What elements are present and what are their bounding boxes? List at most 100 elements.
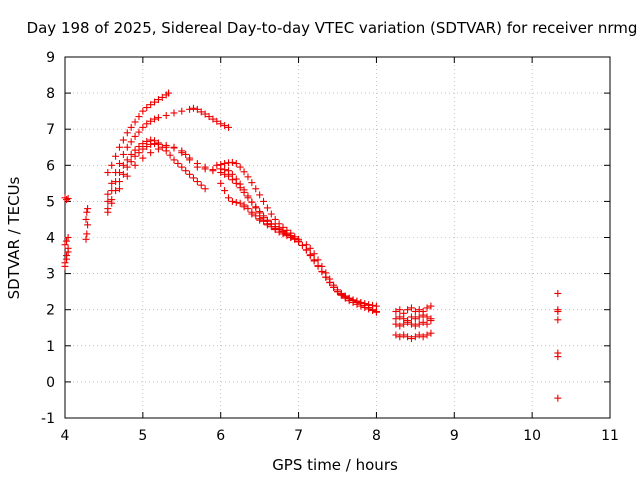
data-point — [82, 215, 90, 223]
data-point — [228, 197, 236, 205]
data-point — [217, 120, 225, 128]
data-point — [415, 313, 423, 321]
y-axis-tick-labels: -1 0 1 2 3 4 5 6 7 8 9 — [41, 50, 55, 427]
x-tick-label: 4 — [61, 428, 70, 444]
data-point — [119, 170, 127, 178]
data-point — [127, 158, 135, 166]
data-point — [415, 331, 423, 339]
data-point — [256, 191, 264, 199]
data-point — [400, 315, 408, 323]
data-point — [392, 315, 400, 323]
data-point — [423, 331, 431, 339]
y-tick-label: 1 — [46, 339, 55, 355]
data-point — [411, 333, 419, 341]
data-point — [419, 318, 427, 326]
data-point — [151, 137, 159, 145]
data-point — [154, 145, 162, 153]
data-point — [263, 204, 271, 212]
x-tick-label: 7 — [294, 428, 303, 444]
data-point — [209, 167, 217, 175]
data-point — [306, 244, 314, 252]
data-point — [252, 204, 260, 212]
x-tick-label: 9 — [450, 428, 459, 444]
data-point — [165, 89, 173, 97]
data-point — [131, 161, 139, 169]
data-point — [407, 335, 415, 343]
y-tick-label: 2 — [46, 303, 55, 319]
data-point — [225, 194, 232, 202]
data-point — [158, 93, 166, 101]
data-point — [112, 178, 120, 186]
data-point — [411, 322, 419, 330]
data-point — [396, 333, 404, 341]
data-point — [427, 302, 435, 310]
data-point — [256, 209, 264, 217]
data-point — [170, 109, 178, 117]
data-point — [61, 259, 69, 267]
y-tick-label: 0 — [46, 375, 55, 391]
data-point — [205, 113, 213, 121]
data-point — [193, 178, 201, 186]
data-point — [267, 210, 275, 218]
y-tick-label: 5 — [46, 194, 55, 210]
data-point — [554, 353, 562, 361]
data-point — [404, 306, 412, 314]
data-point — [197, 108, 205, 116]
data-point — [279, 228, 287, 236]
data-point — [244, 205, 252, 213]
data-point — [143, 104, 151, 112]
data-point — [64, 244, 72, 252]
data-point — [260, 197, 268, 205]
data-point — [404, 333, 412, 341]
data-point — [334, 286, 341, 294]
data-point — [240, 203, 248, 211]
data-point — [306, 251, 314, 259]
data-point — [411, 308, 419, 316]
data-point — [298, 241, 306, 249]
data-points — [61, 89, 562, 402]
data-point — [369, 306, 377, 314]
data-point — [182, 167, 190, 175]
data-point — [221, 159, 229, 167]
data-point — [193, 163, 201, 171]
data-point — [407, 320, 415, 328]
data-point — [287, 232, 295, 240]
y-tick-label: 6 — [46, 158, 55, 174]
y-tick-label: 9 — [46, 50, 55, 66]
data-point — [244, 173, 252, 181]
data-point — [248, 210, 256, 218]
data-point — [221, 187, 229, 195]
data-point — [131, 132, 139, 140]
data-point — [209, 115, 217, 123]
data-point — [139, 123, 147, 131]
data-point — [236, 199, 244, 207]
data-point — [127, 123, 135, 131]
data-point — [135, 143, 143, 151]
data-point — [104, 208, 112, 216]
data-point — [123, 156, 131, 164]
data-point — [240, 168, 248, 176]
data-point — [108, 187, 116, 195]
data-point — [221, 122, 229, 130]
data-point — [330, 281, 338, 289]
data-point — [119, 161, 127, 169]
data-point — [63, 196, 71, 204]
data-point — [135, 149, 143, 157]
data-point — [554, 308, 562, 316]
data-point — [116, 159, 123, 167]
data-point — [139, 107, 147, 115]
data-point — [554, 316, 562, 324]
data-point — [248, 198, 256, 206]
y-axis-label: SDTVAR / TECUs — [5, 176, 23, 299]
data-point — [84, 205, 92, 213]
data-point — [186, 170, 194, 178]
data-point — [407, 304, 415, 312]
data-point — [154, 114, 162, 122]
data-point — [228, 158, 236, 166]
data-point — [318, 262, 326, 270]
data-point — [104, 190, 112, 198]
data-point — [127, 150, 135, 158]
chart-title: Day 198 of 2025, Sidereal Day-to-day VTE… — [27, 19, 638, 37]
data-point — [248, 179, 256, 187]
